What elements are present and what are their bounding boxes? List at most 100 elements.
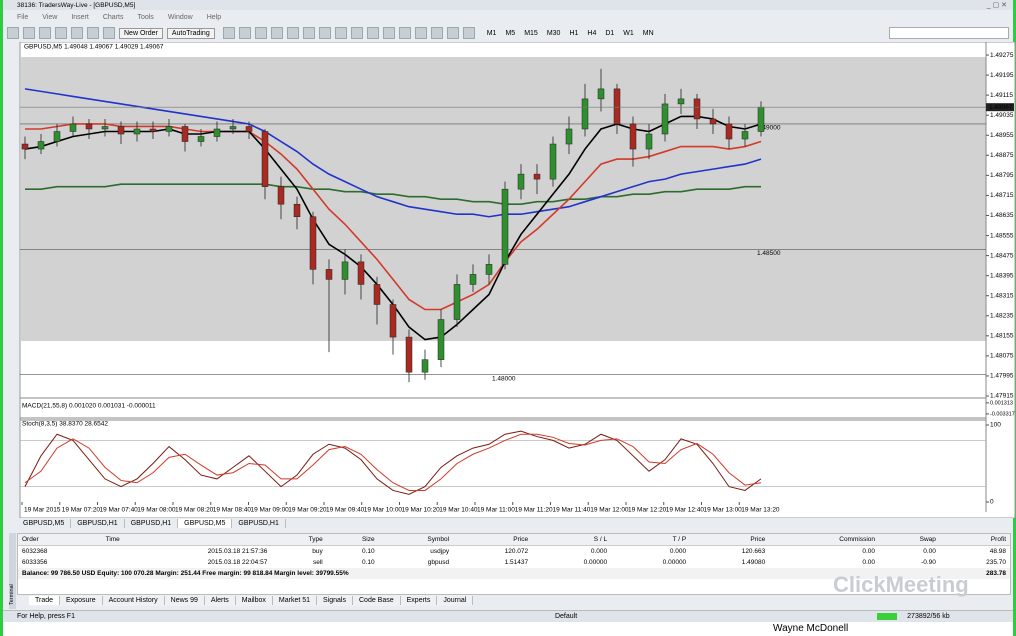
candle-body: [597, 88, 605, 100]
autotrading-button[interactable]: AutoTrading: [166, 27, 215, 39]
timeframe-bar: M1 M5 M15 M30 H1 H4 D1 W1 MN: [487, 30, 663, 37]
table-cell: 0.000: [669, 548, 687, 555]
candle-body: [133, 128, 141, 135]
y-tick-label: 0.001313: [990, 400, 1013, 406]
search-box[interactable]: [889, 27, 1009, 39]
timeframe-button[interactable]: MN: [642, 29, 654, 37]
terminal-side: Terminal: [9, 533, 16, 609]
menu-item[interactable]: Help: [206, 13, 222, 21]
y-tick-label: 1.48555: [990, 232, 1014, 239]
candle-body: [693, 98, 701, 120]
table-cell: 6033356: [22, 559, 48, 566]
title-bar: 38136: TradersWay-Live - [GBPUSD,M5] _ ▢…: [3, 0, 1013, 10]
table-cell: 120.072: [504, 548, 529, 555]
y-tick-label: -0.003317: [990, 411, 1015, 417]
column-header: Symbol: [378, 534, 454, 546]
candle-body: [21, 143, 29, 150]
candle-body: [341, 261, 349, 280]
y-tick-label: 1.47915: [990, 393, 1014, 400]
terminal-tab[interactable]: Journal: [437, 596, 474, 605]
candle-body: [677, 98, 685, 105]
terminal-tab[interactable]: Trade: [29, 596, 61, 605]
column-header: Price: [690, 534, 770, 546]
timeframe-button[interactable]: M30: [546, 29, 561, 37]
chart-info: GBPUSD,M5 1.49048 1.49067 1.49029 1.4906…: [24, 44, 164, 51]
table-cell: 6032368: [22, 548, 48, 555]
candle-body: [725, 123, 733, 140]
pane-title: MACD(21,55,8) 0.001020 0.001031 -0.00001…: [22, 403, 156, 410]
candle-body: [165, 126, 173, 132]
menu-item[interactable]: Insert: [71, 13, 89, 21]
candle-body: [325, 269, 333, 280]
balance-row: Balance: 99 786.50 USD Equity: 100 070.2…: [18, 568, 1010, 579]
candle-body: [485, 264, 493, 275]
candle-body: [469, 274, 477, 285]
new-order-button[interactable]: New Order: [119, 27, 163, 39]
menu-item[interactable]: Window: [167, 13, 193, 21]
x-tick-label: 19 Mar 07:20: [62, 507, 101, 514]
y-tick-label: 1.48155: [990, 333, 1014, 340]
candle-body: [277, 186, 285, 205]
y-tick-label: 1.48395: [990, 272, 1014, 279]
column-header: S / L: [532, 534, 612, 546]
table-cell: 0.00000: [583, 559, 608, 566]
table-cell: 235.70: [986, 559, 1006, 566]
candle-body: [661, 103, 669, 135]
column-header: Type: [271, 534, 327, 546]
timeframe-button[interactable]: D1: [605, 29, 615, 37]
x-tick-label: 19 Mar 13:20: [741, 507, 780, 514]
menu-bar: File View Insert Charts Tools Window Help: [17, 11, 235, 23]
terminal-tab[interactable]: Signals: [317, 596, 353, 605]
candle-body: [181, 126, 189, 142]
last-price-label: 1.49067: [989, 104, 1013, 111]
chart-window: 1.49275 1.49195 1.49115 1.49035 1.48955 1.488…: [19, 42, 1016, 518]
column-header: Commission: [769, 534, 880, 546]
terminal-tab[interactable]: Market 51: [273, 596, 318, 605]
terminal-tab[interactable]: Account History: [103, 596, 165, 605]
timeframe-button[interactable]: M1: [486, 29, 497, 37]
y-tick-label: 1.49115: [990, 92, 1013, 99]
timeframe-button[interactable]: H1: [569, 29, 579, 37]
chart-tab[interactable]: GBPUSD,H1: [232, 519, 286, 528]
terminal-tab[interactable]: News 99: [165, 596, 205, 605]
y-tick-label: 1.48875: [990, 152, 1014, 159]
chart-tab[interactable]: GBPUSD,M5: [178, 519, 233, 528]
total-profit: 283.78: [986, 570, 1006, 577]
menu-item[interactable]: Charts: [102, 13, 124, 21]
candle-body: [357, 261, 365, 285]
horizontal-line-label: 1.49000: [757, 125, 781, 132]
x-tick-label: 19 Mar 12:00: [590, 507, 629, 514]
trade-row[interactable]: 6033356 2015.03.18 22:04:57 sell 0.10 gbpusd…: [18, 557, 1010, 568]
chart-tab[interactable]: GBPUSD,H1: [71, 519, 125, 528]
trade-row[interactable]: 6032368 2015.03.18 21:57:36 buy 0.10 usdjpy 1…: [18, 546, 1010, 558]
window-title: 38136: TradersWay-Live - [GBPUSD,M5]: [17, 1, 136, 9]
candle-body: [421, 359, 429, 373]
candle-body: [757, 106, 765, 132]
horizontal-line-label: 1.48500: [757, 250, 781, 257]
table-cell: 0.00: [923, 548, 936, 555]
window-buttons[interactable]: _ ▢ ✕: [986, 2, 1007, 9]
timeframe-button[interactable]: M15: [524, 29, 538, 37]
terminal-tab[interactable]: Alerts: [205, 596, 236, 605]
terminal-tab[interactable]: Exposure: [60, 596, 103, 605]
terminal-tab[interactable]: Experts: [401, 596, 438, 605]
menu-item[interactable]: File: [17, 13, 29, 21]
chart-tab[interactable]: GBPUSD,H1: [125, 519, 179, 528]
candle-body: [533, 173, 541, 180]
column-header: Swap: [879, 534, 940, 546]
y-tick-label: 100: [990, 422, 1001, 429]
candle-body: [517, 173, 525, 190]
y-tick-label: 1.48475: [990, 252, 1014, 259]
timeframe-button[interactable]: H4: [587, 29, 597, 37]
candle-body: [117, 126, 125, 135]
timeframe-button[interactable]: W1: [623, 29, 634, 37]
terminal-tab[interactable]: Mailbox: [236, 596, 273, 605]
terminal-tab[interactable]: Code Base: [353, 596, 401, 605]
chart-tab[interactable]: GBPUSD,M5: [17, 519, 72, 528]
timeframe-button[interactable]: M5: [505, 29, 516, 37]
column-header: Profit: [939, 534, 1010, 546]
y-tick-label: 1.48315: [990, 292, 1014, 299]
menu-item[interactable]: View: [42, 13, 58, 21]
menu-item[interactable]: Tools: [137, 13, 154, 21]
